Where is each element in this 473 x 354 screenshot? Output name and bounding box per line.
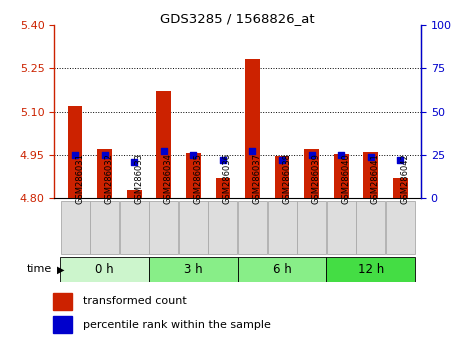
Text: GSM286033: GSM286033 bbox=[134, 153, 143, 204]
FancyBboxPatch shape bbox=[326, 257, 415, 282]
FancyBboxPatch shape bbox=[149, 201, 178, 254]
Text: time: time bbox=[27, 264, 52, 274]
FancyBboxPatch shape bbox=[179, 201, 208, 254]
Text: 12 h: 12 h bbox=[358, 263, 384, 276]
Point bbox=[71, 152, 79, 158]
Text: transformed count: transformed count bbox=[84, 296, 187, 306]
Text: GSM286036: GSM286036 bbox=[223, 153, 232, 204]
FancyBboxPatch shape bbox=[209, 201, 237, 254]
Text: GSM286039: GSM286039 bbox=[312, 154, 321, 204]
Bar bbox=[275, 156, 289, 198]
Bar bbox=[363, 152, 378, 198]
Text: GSM286040: GSM286040 bbox=[341, 154, 350, 204]
Text: GSM286037: GSM286037 bbox=[253, 153, 262, 204]
Bar bbox=[157, 91, 171, 198]
Point bbox=[308, 152, 315, 158]
Text: 0 h: 0 h bbox=[96, 263, 114, 276]
FancyBboxPatch shape bbox=[238, 257, 326, 282]
Text: ▶: ▶ bbox=[57, 264, 64, 274]
Bar bbox=[245, 59, 260, 198]
Point bbox=[190, 152, 197, 158]
FancyBboxPatch shape bbox=[268, 201, 297, 254]
FancyBboxPatch shape bbox=[238, 201, 267, 254]
Point bbox=[278, 157, 286, 163]
FancyBboxPatch shape bbox=[297, 201, 326, 254]
Text: GSM286038: GSM286038 bbox=[282, 153, 291, 204]
Text: GSM286035: GSM286035 bbox=[193, 154, 202, 204]
FancyBboxPatch shape bbox=[149, 257, 238, 282]
Text: GSM286031: GSM286031 bbox=[75, 154, 84, 204]
Point bbox=[219, 157, 227, 163]
Bar bbox=[304, 149, 319, 198]
Point bbox=[396, 157, 404, 163]
Bar bbox=[53, 292, 72, 309]
Bar bbox=[334, 154, 349, 198]
FancyBboxPatch shape bbox=[90, 201, 119, 254]
Text: GSM286042: GSM286042 bbox=[400, 154, 409, 204]
Text: 6 h: 6 h bbox=[272, 263, 291, 276]
FancyBboxPatch shape bbox=[386, 201, 415, 254]
Text: GDS3285 / 1568826_at: GDS3285 / 1568826_at bbox=[160, 12, 315, 25]
Point bbox=[101, 152, 108, 158]
Bar bbox=[97, 149, 112, 198]
Text: 3 h: 3 h bbox=[184, 263, 202, 276]
Text: GSM286034: GSM286034 bbox=[164, 154, 173, 204]
Bar bbox=[186, 153, 201, 198]
FancyBboxPatch shape bbox=[327, 201, 356, 254]
FancyBboxPatch shape bbox=[356, 201, 385, 254]
Point bbox=[160, 149, 167, 154]
Point bbox=[337, 152, 345, 158]
Bar bbox=[68, 106, 82, 198]
Bar bbox=[127, 190, 141, 198]
Point bbox=[249, 149, 256, 154]
Text: GSM286032: GSM286032 bbox=[105, 154, 114, 204]
Bar bbox=[216, 178, 230, 198]
Bar bbox=[53, 316, 72, 333]
Text: percentile rank within the sample: percentile rank within the sample bbox=[84, 320, 272, 330]
Point bbox=[131, 159, 138, 165]
Bar bbox=[393, 178, 408, 198]
Point bbox=[367, 154, 375, 159]
FancyBboxPatch shape bbox=[120, 201, 149, 254]
FancyBboxPatch shape bbox=[61, 257, 149, 282]
Text: GSM286041: GSM286041 bbox=[371, 154, 380, 204]
FancyBboxPatch shape bbox=[61, 201, 89, 254]
